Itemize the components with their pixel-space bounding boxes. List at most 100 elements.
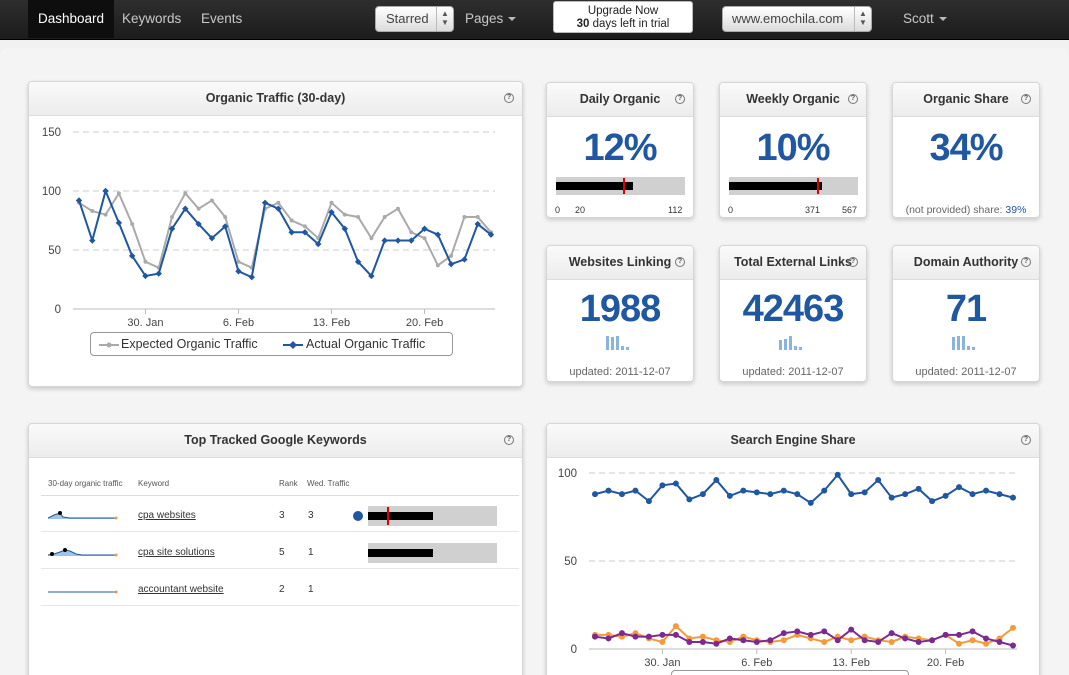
data-point — [861, 637, 868, 644]
pages-menu[interactable]: Pages — [455, 0, 526, 38]
updated-date: updated: 2011-12-07 — [915, 366, 1017, 378]
y-tick-label: 150 — [42, 127, 61, 139]
data-point — [395, 206, 400, 211]
data-point — [449, 253, 454, 258]
data-point — [929, 498, 936, 505]
websites-linking-card: Websites Linking? 1988 updated: 2011-12-… — [546, 245, 694, 382]
keyword-bullet-chart — [368, 543, 497, 563]
help-icon[interactable]: ? — [675, 257, 685, 267]
data-point — [753, 489, 760, 496]
data-point — [196, 206, 201, 211]
data-point — [794, 491, 801, 498]
top-keywords-card: Top Tracked Google Keywords? 30-day orga… — [28, 423, 523, 675]
domain-authority-value: 71 — [945, 288, 987, 330]
help-icon[interactable]: ? — [504, 93, 514, 103]
websites-linking-value: 1988 — [579, 288, 662, 330]
legend-expected-label[interactable]: Expected Organic Traffic — [121, 337, 258, 351]
help-icon[interactable]: ? — [1021, 257, 1031, 267]
data-point — [143, 259, 148, 264]
help-icon[interactable]: ? — [1021, 435, 1031, 445]
data-point — [699, 638, 706, 645]
x-tick-label: 6. Feb — [741, 657, 772, 669]
data-point — [929, 637, 936, 644]
card-header: Weekly Organic? — [720, 83, 866, 117]
site-select[interactable]: www.emochila.com ▲ ▼ — [722, 6, 872, 32]
nav-events[interactable]: Events — [201, 11, 243, 26]
data-point — [645, 498, 652, 505]
keyword-link[interactable]: cpa websites — [138, 510, 196, 521]
data-point — [834, 637, 841, 644]
help-icon[interactable]: ? — [1021, 94, 1031, 104]
data-point — [1010, 494, 1016, 501]
y-tick-label: 100 — [558, 468, 577, 480]
data-point — [686, 638, 693, 645]
data-point — [888, 630, 895, 637]
x-tick-label: 6. Feb — [223, 317, 254, 329]
user-menu[interactable]: Scott — [893, 0, 957, 38]
x-tick-label: 30. Jan — [127, 317, 163, 329]
card-title: Search Engine Share — [730, 433, 856, 447]
data-point — [435, 263, 440, 268]
nav-keywords[interactable]: Keywords — [122, 11, 182, 26]
x-tick-label: 20. Feb — [927, 657, 964, 669]
data-point — [618, 491, 625, 498]
user-name: Scott — [903, 11, 934, 26]
data-point — [915, 638, 922, 645]
legend-actual-label[interactable]: Actual Organic Traffic — [306, 337, 426, 351]
bullet-max-label: 112 — [668, 205, 683, 215]
upgrade-title: Upgrade Now — [587, 5, 659, 17]
data-point — [942, 492, 949, 499]
starred-select[interactable]: Starred ▲ ▼ — [375, 6, 454, 32]
data-point — [942, 631, 949, 638]
card-title: Organic Share — [923, 92, 1009, 106]
data-point — [956, 631, 963, 638]
keyword-rank: 5 — [279, 547, 285, 558]
x-tick-label: 13. Feb — [833, 657, 870, 669]
keyword-rank: 3 — [279, 510, 285, 521]
bullet-value-bar — [368, 549, 433, 557]
help-icon[interactable]: ? — [848, 94, 858, 104]
traffic-sparkline — [48, 590, 118, 594]
data-point — [780, 487, 787, 494]
data-point — [659, 482, 666, 489]
daily-organic-value: 12% — [583, 127, 657, 169]
series-line — [594, 473, 1014, 505]
data-point — [983, 635, 990, 642]
keyword-link[interactable]: accountant website — [138, 584, 224, 595]
bullet-target-marker — [387, 507, 390, 525]
data-point — [223, 214, 228, 219]
keyword-link[interactable]: cpa site solutions — [138, 547, 215, 558]
data-point — [726, 492, 733, 499]
bullet-min-label: 0 — [728, 205, 734, 215]
help-icon[interactable]: ? — [675, 94, 685, 104]
data-point — [276, 200, 281, 205]
bullet-max-label: 567 — [842, 205, 858, 215]
data-point — [888, 494, 895, 501]
weekly-organic-value: 10% — [756, 127, 830, 169]
bullet-mark-label: 20 — [575, 205, 586, 215]
nav-dashboard[interactable]: Dashboard — [28, 0, 115, 38]
starred-label: Starred — [386, 11, 429, 26]
data-point — [672, 480, 679, 487]
card-header: Top Tracked Google Keywords? — [29, 424, 522, 458]
data-point — [170, 214, 175, 219]
upgrade-button[interactable]: Upgrade Now 30 days left in trial — [553, 1, 693, 33]
bullet-value-bar — [368, 512, 433, 520]
site-label: www.emochila.com — [732, 11, 844, 26]
data-point — [1010, 624, 1016, 631]
updated-date: updated: 2011-12-07 — [742, 366, 844, 378]
data-point — [902, 491, 909, 498]
data-point — [956, 484, 963, 491]
keyword-rank: 2 — [279, 584, 285, 595]
bullet-range — [368, 506, 497, 526]
help-icon[interactable]: ? — [848, 257, 858, 267]
data-point — [996, 491, 1003, 498]
data-point — [969, 637, 976, 644]
data-point — [659, 638, 666, 645]
col-header-wed-traffic: Wed. Traffic — [307, 479, 350, 488]
data-point — [983, 640, 990, 647]
help-icon[interactable]: ? — [504, 435, 514, 445]
data-point — [248, 273, 255, 281]
weekly-bullet-chart — [729, 177, 858, 195]
total-external-links-value: 42463 — [742, 288, 845, 330]
